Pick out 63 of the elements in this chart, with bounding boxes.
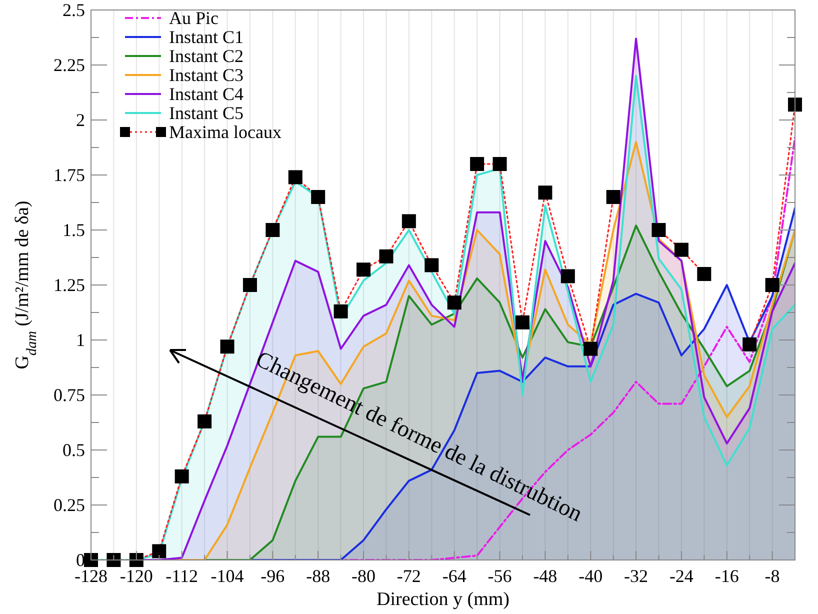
point: [606, 190, 620, 204]
legend-label: Au Pic: [169, 8, 219, 28]
point: [152, 544, 166, 558]
x-axis-title: Direction y (mm): [376, 589, 510, 610]
y-tick-label: 1.75: [54, 165, 85, 185]
legend-label: Instant C1: [169, 27, 244, 47]
x-tick-label: -120: [120, 566, 153, 586]
point: [447, 296, 462, 310]
point: [492, 157, 507, 171]
legend-label: Maxima locaux: [169, 122, 282, 142]
point: [515, 315, 530, 330]
y-tick-label: 1.5: [62, 220, 85, 240]
y-tick-label: 0.75: [54, 385, 85, 405]
point: [652, 223, 666, 237]
x-tick-label: -112: [166, 566, 198, 586]
point: [106, 553, 121, 567]
point: [266, 223, 280, 237]
x-tick-label: -32: [624, 566, 648, 586]
y-tick-label: 2.5: [62, 0, 85, 20]
x-tick-label: -24: [669, 566, 694, 586]
x-tick-label: -56: [488, 566, 512, 586]
point: [311, 190, 326, 204]
point: [356, 262, 371, 277]
y-tick-label: 2: [76, 110, 85, 130]
point: [242, 278, 257, 292]
point: [697, 267, 712, 281]
point: [788, 98, 802, 112]
point: [560, 269, 575, 284]
point: [84, 553, 98, 567]
y-tick-label: 1: [76, 330, 85, 350]
legend-label: Instant C2: [169, 46, 244, 66]
point: [742, 337, 757, 352]
point: [129, 553, 144, 567]
legend-label: Instant C3: [169, 65, 244, 85]
point: [470, 157, 484, 171]
point: [334, 304, 348, 318]
point: [288, 170, 302, 184]
point: [538, 186, 552, 200]
point: [198, 414, 212, 428]
y-tick-label: 2.25: [54, 55, 85, 75]
legend-label: Instant C4: [169, 84, 244, 104]
x-tick-label: -88: [306, 566, 330, 586]
x-tick-label: -64: [442, 566, 466, 586]
point: [174, 469, 189, 484]
x-tick-label: -40: [578, 566, 603, 586]
y-tick-label: 1.25: [54, 275, 85, 295]
point: [379, 249, 394, 264]
point: [765, 278, 780, 292]
point: [220, 340, 234, 354]
y-tick-label: 0.25: [54, 495, 85, 515]
point: [424, 258, 439, 272]
x-tick-label: -48: [533, 566, 558, 586]
x-tick-label: -72: [396, 566, 421, 586]
x-tick-label: -104: [210, 566, 244, 586]
x-tick-label: -16: [714, 566, 739, 586]
point: [584, 342, 598, 356]
y-tick-label: 0.5: [62, 440, 85, 460]
x-tick-label: -8: [764, 566, 780, 586]
x-tick-label: -96: [260, 566, 285, 586]
point: [674, 242, 688, 257]
point: [402, 214, 416, 228]
legend-label: Instant C5: [169, 103, 244, 123]
x-tick-label: -80: [352, 566, 376, 586]
